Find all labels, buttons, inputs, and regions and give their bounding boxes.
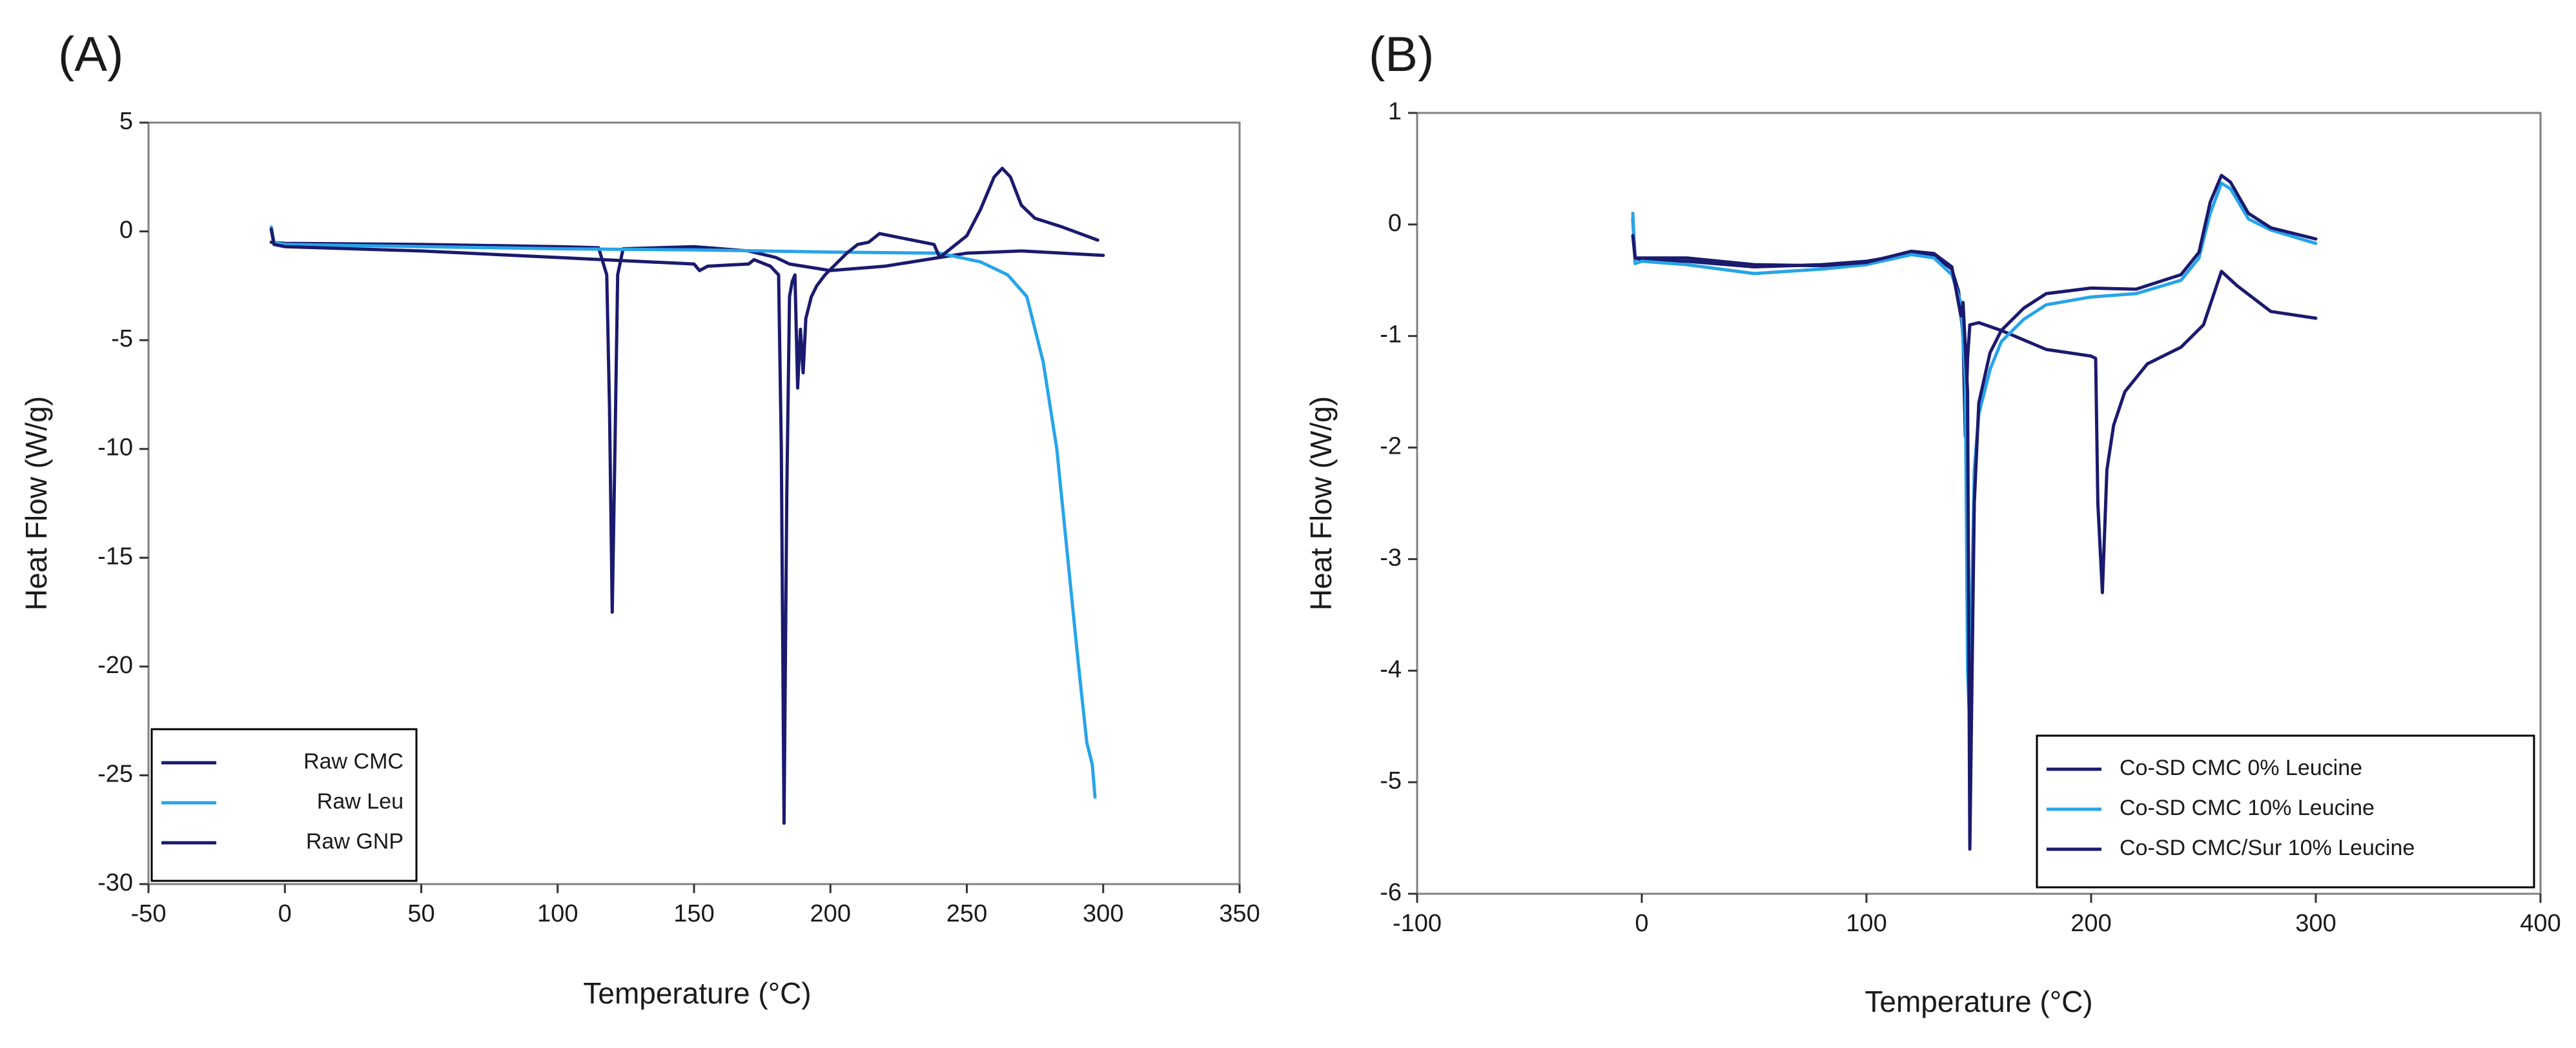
legend-label: Co-SD CMC 0% Leucine xyxy=(2120,756,2362,780)
x-axis-title: Temperature (°C) xyxy=(583,976,811,1010)
y-tick-label: -5 xyxy=(111,325,133,352)
y-tick-label: 5 xyxy=(119,108,133,135)
y-tick-label: -10 xyxy=(97,434,133,461)
y-tick-label: -5 xyxy=(1380,767,1402,794)
y-tick-label: 0 xyxy=(119,217,133,244)
y-tick-label: -20 xyxy=(97,652,133,679)
y-tick-label: 0 xyxy=(1388,210,1402,237)
legend-box xyxy=(2036,734,2535,889)
x-tick-label: 150 xyxy=(673,900,714,927)
x-tick-label: 250 xyxy=(946,900,987,927)
x-tick-label: 350 xyxy=(1219,900,1260,927)
y-tick-label: -6 xyxy=(1380,879,1402,906)
y-axis-title: Heat Flow (W/g) xyxy=(19,396,53,610)
series-line-raw-gnp xyxy=(269,166,1099,825)
chart-panel-a: (A)-50 0 50 100 150 200 250 300 35050-5-10-15-20… xyxy=(19,27,1260,1010)
x-tick-label: 200 xyxy=(2070,910,2111,937)
x-tick-label: -100 xyxy=(1393,910,1442,937)
y-tick-label: -30 xyxy=(97,869,133,896)
y-tick-label: -2 xyxy=(1380,433,1402,460)
series-line-co-sd-cmc-sur-10-leucine xyxy=(1631,174,2318,851)
y-tick-label: 1 xyxy=(1388,98,1402,125)
series-line-raw-leu xyxy=(269,225,1097,799)
legend-box xyxy=(150,728,418,882)
x-tick-label: 100 xyxy=(1846,910,1886,937)
x-tick-label: 300 xyxy=(1083,900,1123,927)
legend-label: Co-SD CMC 10% Leucine xyxy=(2120,796,2375,820)
legend: Raw CMC Raw Leu Raw GNP xyxy=(150,728,418,882)
plot-frame xyxy=(1416,112,2542,895)
y-axis-title: Heat Flow (W/g) xyxy=(1304,396,1338,610)
legend-label: Raw GNP xyxy=(306,829,404,854)
panel-label: (B) xyxy=(1369,27,1434,82)
x-tick-label: -50 xyxy=(131,900,167,927)
y-tick-label: -3 xyxy=(1380,544,1402,571)
y-tick-label: -4 xyxy=(1380,656,1402,683)
x-tick-label: 50 xyxy=(407,900,434,927)
legend: Co-SD CMC 0% Leucine Co-SD CMC 10% Leucin… xyxy=(2036,734,2535,889)
x-tick-label: 100 xyxy=(537,900,578,927)
legend-label: Raw CMC xyxy=(303,749,404,774)
y-tick-label: -25 xyxy=(97,760,133,787)
x-tick-label: 200 xyxy=(810,900,851,927)
legend-label: Co-SD CMC/Sur 10% Leucine xyxy=(2120,836,2415,860)
x-tick-label: 400 xyxy=(2520,910,2561,937)
chart-panel-b: (B) -100 0 100 200 300 400 1 0 -1 -2 -3 -4 -5 -6 Temper… xyxy=(1304,27,2561,1018)
x-tick-label: 0 xyxy=(278,900,292,927)
panel-label: (A) xyxy=(58,27,123,82)
legend-label: Raw Leu xyxy=(317,789,404,814)
x-tick-label: 0 xyxy=(1635,910,1648,937)
y-tick-label: -15 xyxy=(97,543,133,570)
x-axis-title: Temperature (°C) xyxy=(1865,985,2092,1018)
series-line-raw-cmc xyxy=(269,240,1105,614)
x-tick-label: 300 xyxy=(2295,910,2336,937)
y-tick-label: -1 xyxy=(1380,321,1402,348)
